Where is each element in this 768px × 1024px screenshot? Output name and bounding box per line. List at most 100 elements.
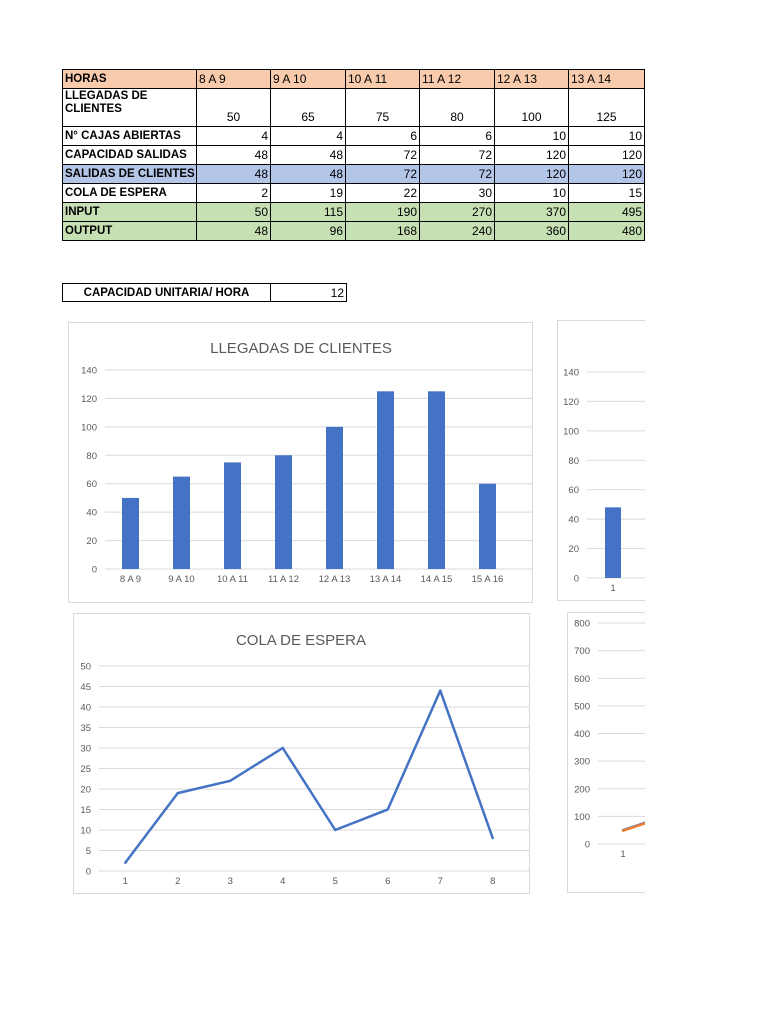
- table-cell[interactable]: 80: [419, 88, 495, 127]
- table-cell[interactable]: 10: [494, 126, 569, 146]
- table-row: SALIDAS DE CLIENTES 48 48 72 72 120 120: [62, 164, 645, 184]
- table-cell[interactable]: 10: [568, 126, 645, 146]
- data-point: [439, 689, 442, 692]
- header-cell[interactable]: 11 A 12: [419, 69, 495, 89]
- table-cell[interactable]: 72: [419, 164, 495, 184]
- y-tick-label: 200: [574, 784, 590, 795]
- y-tick-label: 120: [81, 394, 97, 405]
- y-tick-label: 100: [81, 422, 97, 433]
- table-row: OUTPUT 48 96 168 240 360 480: [62, 221, 645, 241]
- table-cell[interactable]: 100: [494, 88, 569, 127]
- x-tick-label: 9 A 10: [168, 574, 194, 585]
- y-tick-label: 100: [574, 812, 590, 823]
- capacity-table: CAPACIDAD UNITARIA/ HORA 12: [62, 283, 347, 302]
- y-tick-label: 120: [563, 397, 579, 408]
- header-cell[interactable]: 13 A 14: [568, 69, 645, 89]
- table-cell[interactable]: 96: [270, 221, 346, 241]
- table-cell[interactable]: 15: [568, 183, 645, 203]
- y-tick-label: 0: [574, 574, 579, 585]
- chart-cropped-line: 0 100 200 300 400 500 600 700 800 1: [574, 619, 645, 860]
- table-cell[interactable]: 125: [568, 88, 645, 127]
- chart-cola-panel[interactable]: COLA DE ESPERA 0 5 10 15 20 25 30 35 40 45 50 1 2 3 4 5 6…: [73, 613, 530, 894]
- y-tick-label: 500: [574, 701, 590, 712]
- capacity-value[interactable]: 12: [270, 283, 347, 302]
- table-cell[interactable]: 48: [196, 164, 271, 184]
- table-cell[interactable]: 120: [494, 145, 569, 165]
- row-label[interactable]: LLEGADAS DE CLIENTES: [62, 88, 197, 127]
- table-cell[interactable]: 48: [196, 145, 271, 165]
- y-tick-label: 700: [574, 646, 590, 657]
- table-cell[interactable]: 48: [270, 145, 346, 165]
- data-point: [334, 828, 337, 832]
- table-cell[interactable]: 240: [419, 221, 495, 241]
- y-tick-label: 20: [86, 536, 97, 547]
- chart-cropped-line-panel[interactable]: 0 100 200 300 400 500 600 700 800 1: [567, 612, 645, 893]
- table-cell[interactable]: 370: [494, 202, 569, 222]
- x-tick-label: 8 A 9: [120, 574, 141, 585]
- table-cell[interactable]: 72: [345, 164, 420, 184]
- data-point: [491, 837, 494, 840]
- row-label[interactable]: SALIDAS DE CLIENTES: [62, 164, 197, 184]
- row-label[interactable]: N° CAJAS ABIERTAS: [62, 126, 197, 146]
- row-label[interactable]: INPUT: [62, 202, 197, 222]
- capacity-label[interactable]: CAPACIDAD UNITARIA/ HORA: [62, 283, 271, 302]
- table-cell[interactable]: 72: [419, 145, 495, 165]
- row-label[interactable]: COLA DE ESPERA: [62, 183, 197, 203]
- data-point: [124, 861, 127, 864]
- table-cell[interactable]: 2: [196, 183, 271, 203]
- table-cell[interactable]: 190: [345, 202, 420, 222]
- table-row: INPUT 50 115 190 270 370 495: [62, 202, 645, 222]
- header-cell[interactable]: 8 A 9: [196, 69, 271, 89]
- header-cell[interactable]: 10 A 11: [345, 69, 420, 89]
- x-tick-label: 1: [620, 849, 625, 860]
- chart-cropped-bar: 0 20 40 60 80 100 120 140 1: [563, 368, 645, 594]
- y-tick-label: 45: [80, 682, 91, 693]
- table-cell[interactable]: 50: [196, 202, 271, 222]
- x-tick-label: 2: [175, 876, 180, 887]
- table-cell[interactable]: 22: [345, 183, 420, 203]
- table-cell[interactable]: 30: [419, 183, 495, 203]
- table-cell[interactable]: 120: [568, 164, 645, 184]
- table-cell[interactable]: 75: [345, 88, 420, 127]
- table-cell[interactable]: 6: [345, 126, 420, 146]
- table-cell[interactable]: 495: [568, 202, 645, 222]
- row-label[interactable]: CAPACIDAD SALIDAS: [62, 145, 197, 165]
- table-cell[interactable]: 50: [196, 88, 271, 127]
- bar: [224, 462, 241, 569]
- table-cell[interactable]: 115: [270, 202, 346, 222]
- header-cell[interactable]: 12 A 13: [494, 69, 569, 89]
- header-cell[interactable]: 9 A 10: [270, 69, 346, 89]
- y-tick-label: 25: [80, 764, 91, 775]
- x-tick-label: 4: [280, 876, 285, 887]
- table-cell[interactable]: 4: [270, 126, 346, 146]
- bar: [377, 391, 394, 569]
- y-tick-label: 5: [86, 846, 91, 857]
- bar: [479, 483, 496, 569]
- y-tick-label: 600: [574, 674, 590, 685]
- table-cell[interactable]: 19: [270, 183, 346, 203]
- table-row: CAPACIDAD SALIDAS 48 48 72 72 120 120: [62, 145, 645, 165]
- table-cell[interactable]: 480: [568, 221, 645, 241]
- x-tick-label: 3: [228, 876, 233, 887]
- table-cell[interactable]: 4: [196, 126, 271, 146]
- table-cell[interactable]: 168: [345, 221, 420, 241]
- table-cell[interactable]: 6: [419, 126, 495, 146]
- table-cell[interactable]: 65: [270, 88, 346, 127]
- table-cell[interactable]: 270: [419, 202, 495, 222]
- chart-cropped-bar-panel[interactable]: 0 20 40 60 80 100 120 140 1: [557, 320, 645, 601]
- row-label[interactable]: OUTPUT: [62, 221, 197, 241]
- table-cell[interactable]: 120: [568, 145, 645, 165]
- table-cell[interactable]: 360: [494, 221, 569, 241]
- table-cell[interactable]: 72: [345, 145, 420, 165]
- table-cell[interactable]: 10: [494, 183, 569, 203]
- header-cell[interactable]: HORAS: [62, 69, 197, 89]
- table-cell[interactable]: 48: [270, 164, 346, 184]
- y-tick-label: 15: [80, 805, 91, 816]
- table-cell[interactable]: 48: [196, 221, 271, 241]
- data-table: HORAS 8 A 9 9 A 10 10 A 11 11 A 12 12 A …: [62, 69, 645, 241]
- chart-llegadas-panel[interactable]: LLEGADAS DE CLIENTES 0 20 40 60 80 100 120 140 8 …: [68, 322, 533, 603]
- y-tick-label: 60: [568, 485, 579, 496]
- table-cell[interactable]: 120: [494, 164, 569, 184]
- y-tick-label: 80: [568, 456, 579, 467]
